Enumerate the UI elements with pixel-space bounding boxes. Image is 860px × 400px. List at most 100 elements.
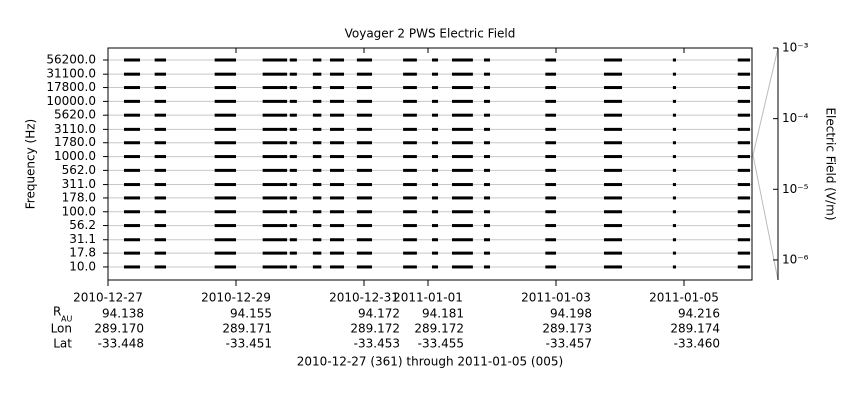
y-tick-label: 31100.0 [46, 67, 96, 81]
spectrum-cell [484, 224, 490, 228]
spectrum-cell [154, 183, 166, 187]
spectrum-cell [737, 127, 750, 131]
y-tick-label: 1000.0 [54, 149, 96, 163]
spectrum-cell [356, 196, 372, 200]
spectrum-cell [124, 224, 140, 228]
y-tick-label: 5620.0 [54, 108, 96, 122]
y-tick-label: 100.0 [62, 204, 96, 218]
chart-title: Voyager 2 PWS Electric Field [345, 27, 516, 41]
spectrum-cell [312, 251, 322, 255]
spectrum-cell [312, 99, 322, 103]
y2-axis-label: Electric Field (V/m) [824, 107, 838, 220]
spectrum-cell [154, 86, 166, 90]
spectrum-cell [124, 168, 140, 172]
spectrum-cell [545, 141, 556, 145]
spectrum-cell [737, 113, 750, 117]
spectrum-cell [432, 86, 438, 90]
spectrum-cell [312, 168, 322, 172]
x-tick-label: 2010-12-29 [201, 291, 271, 305]
spectrum-cell [484, 196, 490, 200]
spectrum-cell [604, 196, 622, 200]
spectrum-cell [484, 155, 490, 159]
spectrum-cell [604, 210, 622, 214]
spectrum-cell [124, 183, 140, 187]
ephemeris-value: 289.172 [350, 322, 400, 336]
spectrum-cell [154, 168, 166, 172]
y-tick-label: 17800.0 [46, 80, 96, 94]
spectrum-cell [214, 58, 236, 62]
spectrum-cell [124, 155, 140, 159]
spectrum-cell [432, 238, 438, 242]
spectrum-cell [214, 168, 236, 172]
spectrum-cell [403, 113, 417, 117]
spectrum-cell [262, 265, 288, 269]
spectrum-cell [312, 224, 322, 228]
spectrum-cell [545, 183, 556, 187]
spectrum-cell [262, 86, 288, 90]
spectrum-cell [432, 183, 438, 187]
spectrum-cell [737, 196, 750, 200]
spectrum-cell [154, 210, 166, 214]
spectrum-cell [604, 113, 622, 117]
spectrum-cell [452, 58, 473, 62]
ephemeris-value: 289.172 [414, 322, 464, 336]
spectrum-cell [124, 251, 140, 255]
spectrum-cell [604, 265, 622, 269]
spectrum-cell [737, 141, 750, 145]
spectrum-cell [124, 265, 140, 269]
spectrum-cell [262, 224, 288, 228]
x-tick-label: 2011-01-01 [393, 291, 463, 305]
spectrum-cell [289, 224, 297, 228]
spectrum-cell [452, 113, 473, 117]
spectrum-cell [604, 127, 622, 131]
spectrum-cell [124, 58, 140, 62]
spectrum-cell [484, 210, 490, 214]
spectrum-cell [432, 168, 438, 172]
spectrum-cell [432, 113, 438, 117]
spectrum-cell [452, 155, 473, 159]
spectrum-cell [330, 72, 344, 76]
y-tick-label: 56.2 [69, 218, 96, 232]
spectrum-cell [262, 113, 288, 117]
spectrum-cell [356, 251, 372, 255]
ephemeris-value: -33.451 [226, 337, 272, 351]
spectrum-cell [289, 72, 297, 76]
spectrum-cell [330, 155, 344, 159]
y-tick-label: 31.1 [69, 232, 96, 246]
spectrum-cell [452, 210, 473, 214]
spectrum-cell [432, 99, 438, 103]
spectrum-cell [214, 99, 236, 103]
spectrum-cell [356, 155, 372, 159]
plot-frame [107, 47, 753, 281]
spectrum-cell [403, 99, 417, 103]
footer: 2010-12-27 (361) through 2011-01-05 (005… [297, 355, 563, 369]
spectrum-cell [672, 72, 676, 76]
spectrum-cell [330, 58, 344, 62]
spectrum-cell [432, 196, 438, 200]
spectrum-cell [604, 99, 622, 103]
ephemeris-subscript: AU [61, 315, 72, 324]
spectrum-cell [262, 251, 288, 255]
spectrum-cell [545, 265, 556, 269]
ephemeris-value: 289.174 [670, 322, 720, 336]
y-tick-label: 3110.0 [54, 122, 96, 136]
y2-tick-label: 10⁻⁵ [782, 182, 809, 196]
spectrum-cell [604, 86, 622, 90]
spectrum-cell [403, 72, 417, 76]
spectrum-cell [545, 196, 556, 200]
spectrum-cell [672, 86, 676, 90]
spectrum-cell [154, 127, 166, 131]
spectrum-cell [262, 155, 288, 159]
spectrum-cell [262, 58, 288, 62]
spectrum-cell [604, 251, 622, 255]
spectrum-cell [484, 58, 490, 62]
spectrum-cell [262, 99, 288, 103]
spectrum-cell [484, 168, 490, 172]
spectrum-cell [672, 224, 676, 228]
spectrum-cell [432, 210, 438, 214]
spectrum-cell [737, 224, 750, 228]
spectrum-cell [452, 251, 473, 255]
spectrum-cell [604, 238, 622, 242]
spectrum-cell [545, 72, 556, 76]
y-tick-label: 10.0 [69, 259, 96, 273]
